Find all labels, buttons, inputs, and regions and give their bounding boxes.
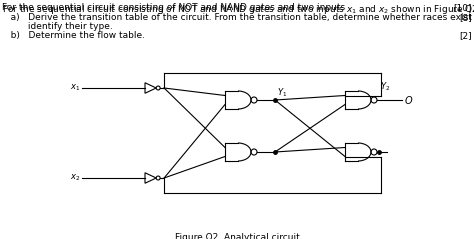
Text: $Y_1$: $Y_1$ <box>277 87 287 99</box>
Text: [2]: [2] <box>459 31 472 40</box>
Text: a)   Derive the transition table of the circuit. From the transition table, dete: a) Derive the transition table of the ci… <box>2 13 474 22</box>
Text: identify their type.: identify their type. <box>2 22 113 31</box>
Text: b)   Determine the flow table.: b) Determine the flow table. <box>2 31 145 40</box>
Text: $x_1$: $x_1$ <box>70 83 80 93</box>
Text: For the sequential circuit consisting of NOT and NAND gates and two inputs $x_1$: For the sequential circuit consisting of… <box>2 3 474 16</box>
Text: Figure Q2  Analytical circuit: Figure Q2 Analytical circuit <box>174 233 300 239</box>
Text: [10]: [10] <box>454 3 472 12</box>
Text: $Y_2$: $Y_2$ <box>380 81 390 93</box>
Text: $\mathit{O}$: $\mathit{O}$ <box>404 94 413 106</box>
Text: [8]: [8] <box>459 13 472 22</box>
Text: $x_2$: $x_2$ <box>70 173 80 183</box>
Text: For the sequential circuit consisting of NOT and NAND gates and two inputs: For the sequential circuit consisting of… <box>2 3 348 12</box>
